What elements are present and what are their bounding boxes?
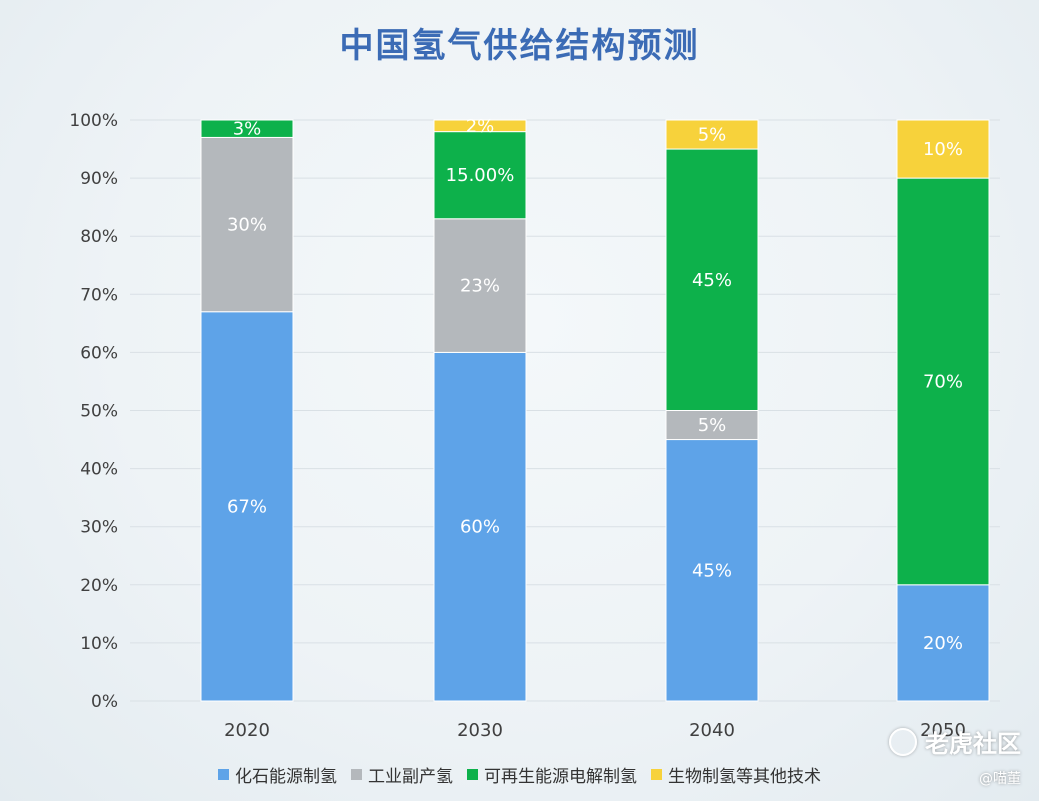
y-tick-label: 90% — [80, 169, 118, 189]
y-tick-label: 0% — [91, 692, 118, 712]
legend-item: 可再生能源电解制氢 — [467, 762, 637, 787]
bar-segment — [896, 584, 990, 702]
data-label: 23% — [460, 276, 500, 297]
watermark-handle: @喵董 — [979, 771, 1021, 787]
legend-swatch — [651, 769, 662, 780]
data-label: 67% — [227, 496, 267, 517]
chart-title: 中国氢气供给结构预测 — [339, 26, 700, 66]
bar-segment — [200, 136, 294, 313]
legend-label: 生物制氢等其他技术 — [668, 767, 821, 787]
legend-swatch — [467, 769, 478, 780]
y-tick-label: 80% — [80, 227, 118, 247]
data-label: 2% — [466, 116, 495, 137]
bars — [200, 119, 990, 702]
data-label: 5% — [698, 415, 727, 436]
legend-item: 工业副产氢 — [351, 762, 453, 787]
bar-segment — [433, 218, 527, 353]
data-label: 5% — [698, 125, 727, 146]
bar-segment — [896, 177, 990, 586]
bar-segment — [896, 119, 990, 179]
legend-label: 化石能源制氢 — [235, 767, 337, 787]
data-label: 20% — [923, 633, 963, 654]
legend-label: 可再生能源电解制氢 — [484, 767, 637, 787]
x-axis-categories: 2020 2030 2040 2050 — [224, 720, 966, 741]
data-label: 10% — [923, 139, 963, 160]
bar-segment — [665, 439, 759, 702]
bar-segment — [665, 410, 759, 441]
data-labels: 67% 30% 3% 60% 23% 15.00% 2% 45% 5% 45% 5% 20% 70% 10… — [227, 116, 963, 654]
bar-segment — [665, 119, 759, 150]
bar-segment — [433, 119, 527, 133]
y-axis-ticks: 0% 10% 20% 30% 40% 50% 60% 70% 80% 90% 100% — [69, 111, 118, 712]
y-tick-label: 70% — [80, 285, 118, 305]
data-label: 60% — [460, 517, 500, 538]
bar-segment — [200, 311, 294, 702]
y-tick-label: 50% — [80, 402, 118, 422]
x-category-label: 2040 — [689, 720, 735, 741]
y-tick-label: 60% — [80, 343, 118, 363]
y-tick-label: 40% — [80, 460, 118, 480]
y-tick-label: 30% — [80, 518, 118, 538]
community-logo-icon — [889, 727, 917, 756]
y-tick-label: 20% — [80, 576, 118, 596]
watermark-text: 老虎社区 — [925, 730, 1021, 758]
bar-segment — [433, 131, 527, 220]
y-tick-label: 10% — [80, 634, 118, 654]
x-category-label: 2030 — [457, 720, 503, 741]
bar-segment — [200, 119, 294, 138]
data-label: 3% — [233, 119, 262, 140]
data-label: 30% — [227, 215, 267, 236]
legend: 化石能源制氢 工业副产氢 可再生能源电解制氢 生物制氢等其他技术 — [0, 762, 1039, 787]
legend-item: 生物制氢等其他技术 — [651, 762, 821, 787]
legend-item: 化石能源制氢 — [218, 762, 337, 787]
bar-segment — [433, 351, 527, 702]
bar-segment — [665, 148, 759, 412]
x-category-label: 2050 — [920, 720, 966, 741]
y-tick-label: 100% — [69, 111, 118, 131]
legend-label: 工业副产氢 — [368, 767, 453, 787]
x-category-label: 2020 — [224, 720, 270, 741]
data-label: 45% — [692, 270, 732, 291]
legend-swatch — [218, 769, 229, 780]
data-label: 45% — [692, 560, 732, 581]
data-label: 70% — [923, 371, 963, 392]
legend-swatch — [351, 769, 362, 780]
watermark: 老虎社区 — [889, 724, 1021, 759]
data-label: 15.00% — [446, 165, 515, 186]
